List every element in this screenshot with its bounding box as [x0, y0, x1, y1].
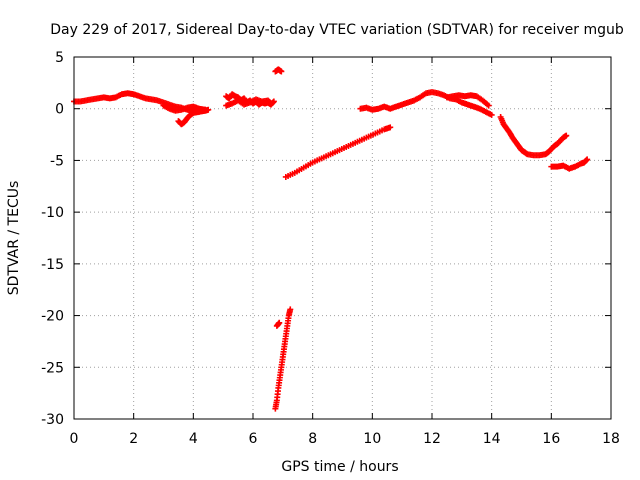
- y-tick-label: -20: [41, 309, 64, 325]
- x-tick-label: 10: [363, 431, 381, 447]
- data-point: [563, 132, 570, 139]
- x-tick-label: 16: [542, 431, 560, 447]
- x-tick-label: 4: [189, 431, 198, 447]
- series-segment-seg9: [282, 124, 394, 180]
- data-point: [387, 124, 394, 131]
- grid-layer: [74, 57, 611, 419]
- x-axis-ticks: 0 2 4 6 8 10 12 14 16 18: [70, 57, 620, 447]
- x-tick-label: 0: [70, 431, 79, 447]
- series-segment-seg8: [272, 306, 294, 412]
- data-point: [276, 319, 283, 326]
- x-tick-label: 2: [129, 431, 138, 447]
- y-axis-ticks: 5 0 -5 -10 -15 -20 -25 -30: [41, 50, 611, 428]
- data-point: [202, 106, 209, 113]
- x-tick-label: 6: [249, 431, 258, 447]
- series-segment-seg10: [357, 89, 495, 118]
- series-segment-seg3: [160, 102, 209, 114]
- data-point: [584, 156, 591, 163]
- y-tick-label: 5: [55, 50, 64, 66]
- y-tick-label: -15: [41, 257, 64, 273]
- x-tick-label: 12: [423, 431, 441, 447]
- x-tick-label: 8: [308, 431, 317, 447]
- x-axis-label: GPS time / hours: [281, 459, 398, 475]
- series-segment-seg13: [548, 156, 591, 172]
- data-point: [488, 111, 495, 118]
- data-point: [485, 102, 492, 109]
- series-segment-seg7: [273, 319, 283, 329]
- x-tick-label: 18: [602, 431, 620, 447]
- plot-frame: [73, 56, 612, 420]
- y-tick-label: 0: [55, 102, 64, 118]
- y-tick-label: -10: [41, 205, 64, 221]
- data-point: [267, 100, 274, 107]
- y-tick-label: -30: [41, 412, 64, 428]
- y-axis-label: SDTVAR / TECUs: [6, 181, 22, 296]
- data-point: [287, 306, 294, 313]
- data-point: [278, 68, 285, 75]
- series-segment-seg12: [497, 113, 570, 159]
- y-tick-label: -25: [41, 360, 64, 376]
- y-tick-label: -5: [50, 153, 64, 169]
- chart-title: Day 229 of 2017, Sidereal Day-to-day VTE…: [50, 22, 624, 38]
- series-segment-seg11: [443, 92, 492, 109]
- series-segment-seg5: [223, 96, 274, 109]
- x-tick-label: 14: [483, 431, 501, 447]
- series-segment-seg6: [272, 66, 285, 75]
- data-points: [71, 66, 591, 412]
